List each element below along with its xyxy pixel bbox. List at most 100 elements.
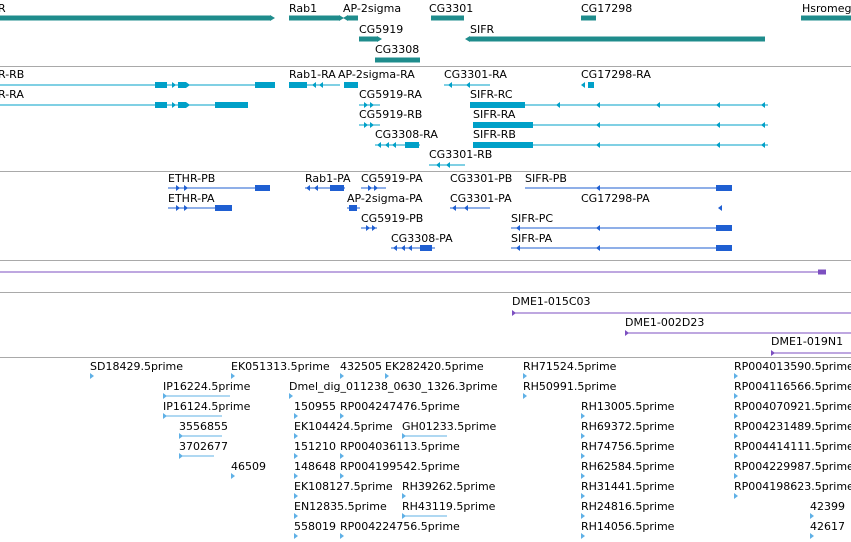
est-label[interactable]: RH43119.5prime bbox=[402, 500, 496, 513]
clone-label[interactable]: DME1-019N1 bbox=[771, 335, 844, 348]
strand-chevron[interactable] bbox=[366, 225, 370, 231]
transcript-label[interactable]: SIFR-RA bbox=[473, 108, 516, 121]
est-label[interactable]: RP004116566.5prime bbox=[734, 380, 851, 393]
gene-glyph[interactable] bbox=[0, 15, 270, 21]
strand-chevron[interactable] bbox=[368, 185, 372, 191]
strand-chevron[interactable] bbox=[596, 225, 600, 231]
est-glyph[interactable] bbox=[734, 373, 738, 379]
transcript-label[interactable]: Rab1-RA bbox=[289, 68, 336, 81]
est-glyph[interactable] bbox=[294, 533, 298, 539]
strand-chevron[interactable] bbox=[452, 205, 456, 211]
est-label[interactable]: RP004013590.5prime bbox=[734, 360, 851, 373]
gene-label[interactable]: CG17298 bbox=[581, 2, 633, 15]
est-label[interactable]: 42399 bbox=[810, 500, 845, 513]
exon-glyph[interactable] bbox=[349, 205, 357, 211]
est-label[interactable]: 558019 bbox=[294, 520, 336, 533]
strand-chevron[interactable] bbox=[186, 82, 190, 88]
strand-chevron[interactable] bbox=[516, 225, 520, 231]
est-glyph[interactable] bbox=[734, 413, 738, 419]
strand-chevron[interactable] bbox=[596, 245, 600, 251]
est-label[interactable]: RP004414111.5prime bbox=[734, 440, 851, 453]
est-glyph[interactable] bbox=[231, 373, 235, 379]
strand-chevron[interactable] bbox=[364, 122, 368, 128]
gene-glyph[interactable] bbox=[343, 15, 348, 21]
strand-chevron[interactable] bbox=[761, 102, 765, 108]
strand-chevron[interactable] bbox=[596, 142, 600, 148]
exon-glyph[interactable] bbox=[473, 142, 533, 148]
est-label[interactable]: RP004224756.5prime bbox=[340, 520, 460, 533]
est-glyph[interactable] bbox=[294, 493, 298, 499]
strand-chevron[interactable] bbox=[385, 142, 389, 148]
exon-glyph[interactable] bbox=[716, 245, 732, 251]
exon-glyph[interactable] bbox=[716, 225, 732, 231]
est-glyph[interactable] bbox=[734, 493, 738, 499]
strand-chevron[interactable] bbox=[625, 330, 629, 336]
est-glyph[interactable] bbox=[581, 453, 585, 459]
gene-label[interactable]: CG3301 bbox=[429, 2, 474, 15]
est-glyph[interactable] bbox=[231, 473, 235, 479]
transcript-label[interactable]: SIFR-PB bbox=[525, 172, 567, 185]
strand-chevron[interactable] bbox=[176, 205, 180, 211]
est-label[interactable]: EK282420.5prime bbox=[385, 360, 484, 373]
gene-label[interactable]: SIFR bbox=[470, 23, 495, 36]
est-glyph[interactable] bbox=[523, 373, 527, 379]
transcript-label[interactable]: CG17298-RA bbox=[581, 68, 651, 81]
est-glyph[interactable] bbox=[294, 473, 298, 479]
est-label[interactable]: RH50991.5prime bbox=[523, 380, 617, 393]
est-label[interactable]: 150955 bbox=[294, 400, 336, 413]
est-glyph[interactable] bbox=[340, 453, 344, 459]
strand-chevron[interactable] bbox=[556, 102, 560, 108]
strand-chevron[interactable] bbox=[306, 185, 310, 191]
exon-glyph[interactable] bbox=[215, 205, 232, 211]
est-label[interactable]: 151210 bbox=[294, 440, 336, 453]
exon-glyph[interactable] bbox=[344, 82, 358, 88]
clone-label[interactable]: DME1-015C03 bbox=[512, 295, 591, 308]
gene-label[interactable]: R bbox=[0, 2, 6, 15]
exon-glyph[interactable] bbox=[289, 82, 307, 88]
est-label[interactable]: EK051313.5prime bbox=[231, 360, 330, 373]
strand-chevron[interactable] bbox=[392, 142, 396, 148]
gene-label[interactable]: CG3308 bbox=[375, 43, 420, 56]
est-glyph[interactable] bbox=[289, 393, 293, 399]
est-glyph[interactable] bbox=[734, 433, 738, 439]
strand-chevron[interactable] bbox=[656, 102, 660, 108]
est-glyph[interactable] bbox=[294, 433, 298, 439]
strand-chevron[interactable] bbox=[446, 162, 450, 168]
transcript-label[interactable]: CG5919-PB bbox=[361, 212, 424, 225]
est-label[interactable]: RP004036113.5prime bbox=[340, 440, 460, 453]
gene-glyph[interactable] bbox=[339, 15, 344, 21]
gene-label[interactable]: Rab1 bbox=[289, 2, 318, 15]
est-label[interactable]: RH31441.5prime bbox=[581, 480, 675, 493]
strand-chevron[interactable] bbox=[771, 350, 775, 356]
exon-glyph[interactable] bbox=[473, 122, 533, 128]
exon-glyph[interactable] bbox=[255, 185, 270, 191]
gene-glyph[interactable] bbox=[375, 57, 420, 63]
strand-chevron[interactable] bbox=[448, 82, 452, 88]
strand-chevron[interactable] bbox=[364, 102, 368, 108]
exon-glyph[interactable] bbox=[405, 142, 419, 148]
gene-glyph[interactable] bbox=[270, 15, 275, 21]
est-glyph[interactable] bbox=[581, 433, 585, 439]
exon-glyph[interactable] bbox=[470, 102, 525, 108]
strand-chevron[interactable] bbox=[176, 185, 180, 191]
est-glyph[interactable] bbox=[294, 513, 298, 519]
exon-glyph[interactable] bbox=[588, 82, 594, 88]
est-glyph[interactable] bbox=[734, 473, 738, 479]
strand-chevron[interactable] bbox=[370, 122, 374, 128]
est-label[interactable]: RP004231489.5prime bbox=[734, 420, 851, 433]
transcript-label[interactable]: SIFR-RB bbox=[473, 128, 516, 141]
est-glyph[interactable] bbox=[340, 533, 344, 539]
strand-chevron[interactable] bbox=[374, 185, 378, 191]
exon-glyph[interactable] bbox=[215, 102, 248, 108]
est-label[interactable]: 148648 bbox=[294, 460, 336, 473]
strand-chevron[interactable] bbox=[314, 185, 318, 191]
strand-chevron[interactable] bbox=[184, 205, 188, 211]
transcript-label[interactable]: SIFR-RC bbox=[470, 88, 513, 101]
transcript-label[interactable]: SIFR-PC bbox=[511, 212, 554, 225]
est-label[interactable]: RP004198623.5prime bbox=[734, 480, 851, 493]
est-glyph[interactable] bbox=[581, 413, 585, 419]
est-label[interactable]: 432505 bbox=[340, 360, 382, 373]
transcript-label[interactable]: CG3308-RA bbox=[375, 128, 438, 141]
gene-label[interactable]: CG5919 bbox=[359, 23, 404, 36]
est-label[interactable]: 46509 bbox=[231, 460, 266, 473]
